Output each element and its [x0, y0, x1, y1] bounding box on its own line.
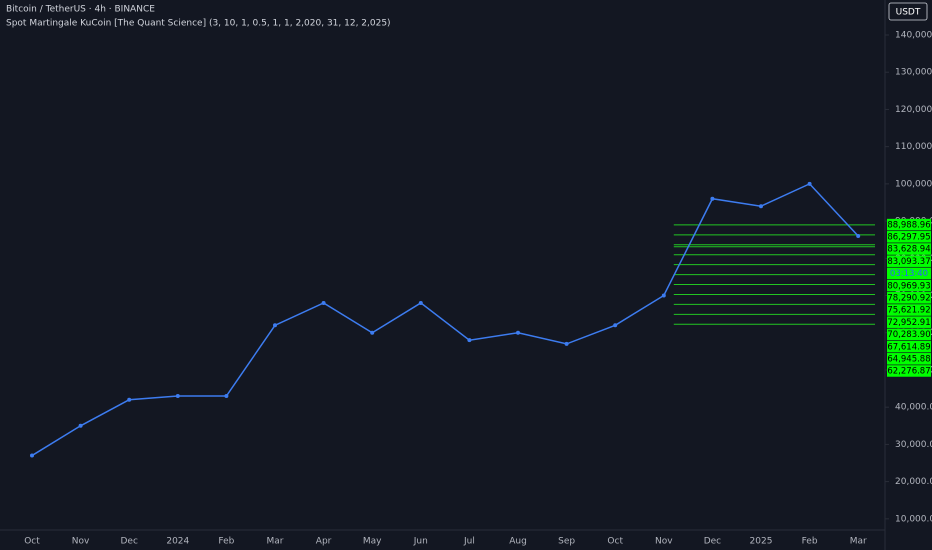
y-tick-label: 110,000.00: [895, 142, 932, 152]
price-point: [273, 323, 277, 328]
level-label-box: [887, 292, 931, 304]
x-tick-label: Dec: [120, 537, 137, 547]
y-tick-label: 10,000.00: [895, 514, 932, 524]
x-tick-label: Feb: [218, 537, 234, 547]
y-tick-label: 140,000.00: [895, 30, 932, 40]
level-label: 70,283.90: [887, 330, 930, 340]
price-point: [78, 423, 83, 428]
level-label-box: [887, 255, 931, 267]
x-tick-label: 2024: [166, 537, 189, 547]
level-label: 80,969.93: [887, 281, 930, 291]
y-tick-label: 130,000.00: [895, 68, 932, 78]
countdown: 03:13:40: [890, 269, 928, 279]
chart-title: Bitcoin / TetherUS · 4h · BINANCE: [6, 5, 155, 15]
level-label-box: [887, 218, 931, 231]
indicator-title: Spot Martingale KuCoin [The Quant Scienc…: [6, 19, 391, 29]
level-label-box: [887, 316, 931, 328]
price-point: [613, 323, 618, 328]
level-label-box: [887, 231, 931, 243]
x-tick-label: Nov: [655, 537, 673, 547]
x-tick-label: Aug: [509, 537, 527, 547]
price-point: [467, 338, 472, 343]
x-tick-label: May: [363, 537, 382, 547]
price-point: [856, 233, 861, 238]
price-point: [807, 181, 812, 186]
level-label-box: [887, 304, 931, 316]
level-label: 62,276.87: [887, 367, 930, 377]
price-point: [175, 394, 180, 399]
level-label-box: [887, 353, 931, 365]
price-line: [31, 182, 859, 457]
level-label-box: [887, 243, 931, 255]
price-point: [224, 394, 229, 399]
price-point: [127, 397, 132, 402]
level-label: 64,945.88: [887, 355, 930, 365]
level-label: 72,952.91: [887, 318, 930, 328]
price-point: [418, 300, 423, 305]
level-label: 67,614.89: [887, 342, 930, 352]
level-label-box: [887, 328, 931, 341]
currency-label: USDT: [896, 8, 921, 18]
countdown-box: [887, 267, 931, 280]
level-label: 88,988.96: [887, 220, 930, 230]
x-tick-label: Oct: [607, 537, 623, 547]
y-tick-label: 30,000.00: [895, 440, 932, 450]
x-tick-label: Mar: [850, 537, 867, 547]
x-tick-label: Oct: [24, 537, 40, 547]
level-label-box: [887, 365, 931, 377]
x-tick-label: Sep: [558, 537, 575, 547]
price-point: [661, 293, 666, 298]
level-label: 86,297.95: [887, 233, 930, 243]
level-label-box: [887, 279, 931, 292]
price-point: [564, 341, 569, 346]
level-label: 78,290.92: [887, 294, 930, 304]
price-point: [370, 330, 375, 335]
y-tick-label: 40,000.00: [895, 403, 932, 413]
price-point: [710, 196, 715, 201]
price-point: [321, 300, 326, 305]
x-tick-label: Apr: [316, 537, 332, 547]
x-tick-label: Jun: [413, 537, 428, 547]
price-point: [759, 204, 763, 209]
x-tick-label: 2025: [750, 537, 773, 547]
level-label-box: [887, 340, 931, 353]
x-tick-label: Mar: [267, 537, 284, 547]
price-point: [30, 453, 34, 458]
y-tick-label: 20,000.00: [895, 477, 932, 487]
y-tick-label: 100,000.00: [895, 179, 932, 189]
level-label: 83,093.37: [887, 257, 930, 267]
x-tick-label: Jul: [463, 537, 475, 547]
x-tick-label: Nov: [72, 537, 90, 547]
currency-button[interactable]: [888, 2, 928, 21]
price-point: [516, 330, 520, 335]
x-tick-label: Dec: [704, 537, 721, 547]
y-tick-label: 120,000.00: [895, 105, 932, 115]
level-label: 83,628.94: [887, 245, 930, 255]
level-label: 75,621.92: [887, 306, 930, 316]
x-tick-label: Feb: [802, 537, 818, 547]
